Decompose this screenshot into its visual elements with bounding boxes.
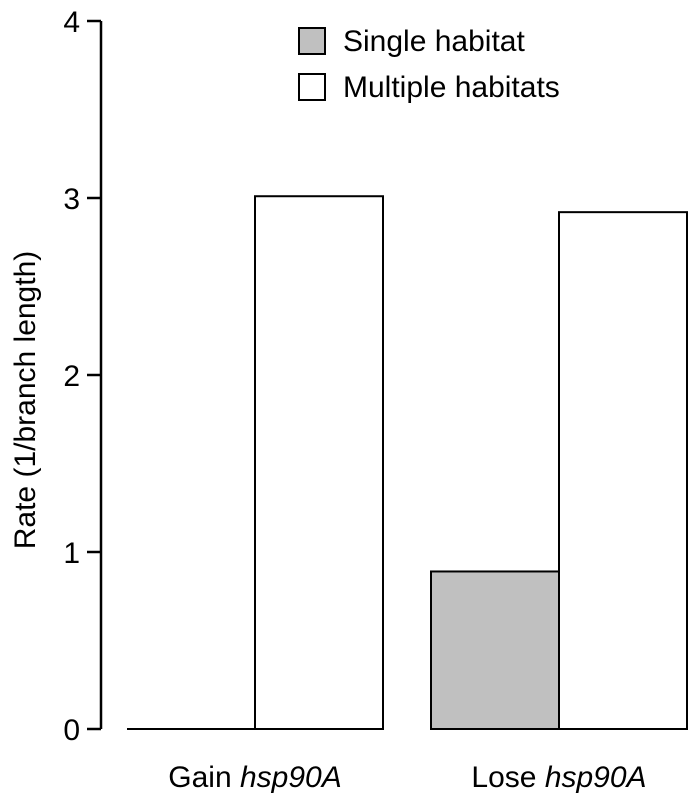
- legend-swatch: [298, 27, 326, 55]
- legend-label: Single habitat: [343, 25, 525, 58]
- y-axis-title: Rate (1/branch length): [9, 251, 42, 550]
- category-label-gene: hsp90A: [545, 761, 647, 794]
- bar: [254, 195, 384, 731]
- category-label-prefix: Gain: [168, 761, 240, 794]
- legend-label: Multiple habitats: [343, 71, 560, 104]
- x-category-label: Lose hsp90A: [471, 761, 646, 794]
- x-category-labels: Gain hsp90A Lose hsp90A: [168, 761, 646, 794]
- bar: [558, 211, 688, 731]
- y-tick-label: 3: [63, 183, 80, 216]
- y-ticks: 0 1 2 3 4: [63, 6, 101, 747]
- category-label-prefix: Lose: [471, 761, 544, 794]
- y-tick-label: 2: [63, 360, 80, 393]
- bar: [430, 570, 560, 730]
- legend-swatch: [298, 73, 326, 101]
- x-category-label: Gain hsp90A: [168, 761, 341, 794]
- category-label-gene: hsp90A: [240, 761, 342, 794]
- y-tick-label: 0: [63, 714, 80, 747]
- bars: [127, 195, 688, 731]
- y-tick-label: 1: [63, 537, 80, 570]
- legend: Single habitat Multiple habitats: [298, 25, 560, 104]
- y-tick-label: 4: [63, 6, 80, 39]
